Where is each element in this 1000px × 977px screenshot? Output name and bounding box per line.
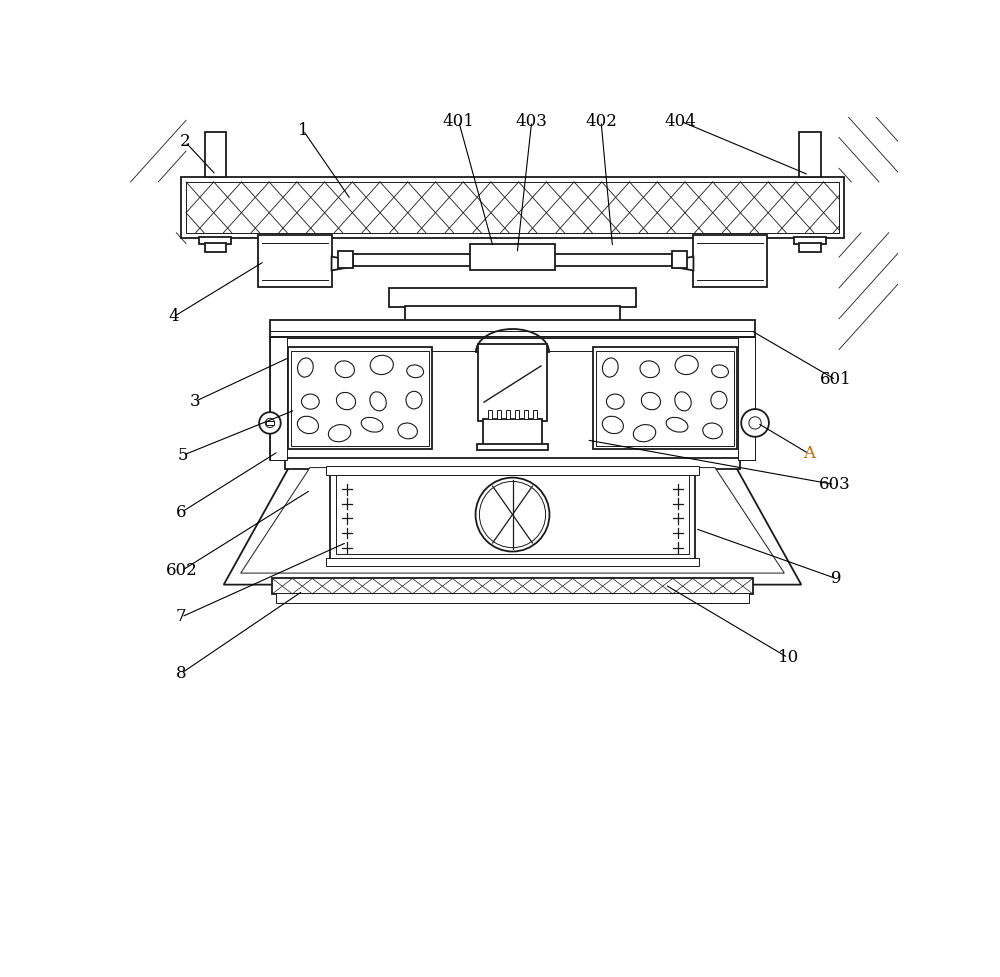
Text: 404: 404 [664,112,696,130]
Bar [488,409,492,419]
Text: 602: 602 [166,563,197,579]
Bar [497,409,501,419]
Text: 4: 4 [168,308,179,325]
Bar [483,419,542,446]
Text: 603: 603 [818,476,850,493]
Circle shape [265,418,275,428]
Circle shape [741,409,769,437]
Ellipse shape [641,393,661,409]
Bar [336,475,689,554]
Text: 3: 3 [190,393,201,410]
Ellipse shape [361,417,383,432]
Text: 6: 6 [176,504,187,521]
Bar [205,242,226,252]
Bar [186,182,839,233]
Bar [478,344,547,421]
Bar [477,444,548,449]
Text: 401: 401 [443,112,475,130]
Ellipse shape [606,394,624,409]
Ellipse shape [328,425,351,442]
Ellipse shape [298,358,313,377]
Bar [353,253,672,266]
Text: 9: 9 [831,570,841,587]
Ellipse shape [711,392,727,409]
Bar [186,182,839,233]
Bar [506,409,510,419]
Bar [285,458,740,469]
Bar [270,337,287,460]
Bar [515,409,519,419]
Circle shape [749,417,761,429]
Bar [326,466,699,475]
Bar [693,235,767,287]
Text: 8: 8 [176,664,187,682]
Ellipse shape [640,361,659,378]
Text: 5: 5 [178,446,188,464]
Ellipse shape [301,394,319,409]
Bar [266,421,274,425]
Ellipse shape [712,364,728,378]
Bar [258,235,332,287]
Bar [405,306,620,322]
Bar [524,409,528,419]
Bar [389,288,636,308]
Ellipse shape [336,393,356,409]
Bar [672,251,687,268]
Text: A: A [803,446,815,462]
Polygon shape [224,460,801,584]
Bar [593,348,737,449]
Ellipse shape [666,417,688,432]
Bar [199,236,231,244]
Bar [272,578,753,594]
Bar [799,132,820,177]
Ellipse shape [335,361,354,378]
Bar [596,351,734,446]
Ellipse shape [370,392,386,411]
Bar [794,236,826,244]
Bar [470,243,555,270]
Ellipse shape [370,356,393,374]
Text: 1: 1 [298,122,308,139]
Ellipse shape [407,364,424,378]
Ellipse shape [675,356,698,374]
Ellipse shape [406,392,422,409]
Ellipse shape [602,358,618,377]
Text: 10: 10 [778,650,799,666]
Polygon shape [332,257,353,271]
Bar [276,593,749,603]
Bar [799,242,820,252]
Bar [181,177,844,238]
Text: 403: 403 [516,112,548,130]
Bar [270,319,755,337]
Text: 402: 402 [585,112,617,130]
Bar [291,351,429,446]
Bar [288,348,432,449]
Text: 2: 2 [180,134,191,150]
Ellipse shape [297,416,318,434]
Ellipse shape [398,423,417,439]
Text: 7: 7 [176,609,187,625]
Polygon shape [241,468,784,573]
Bar [271,338,754,351]
Bar [330,469,695,560]
Circle shape [479,482,546,548]
Circle shape [476,478,549,552]
Ellipse shape [703,423,722,439]
Polygon shape [672,257,693,271]
Bar [326,559,699,566]
Ellipse shape [633,425,656,442]
Bar [738,337,755,460]
Bar [205,132,226,177]
Ellipse shape [675,392,691,411]
Circle shape [259,412,281,434]
Bar [338,251,353,268]
Text: 601: 601 [820,371,852,388]
Ellipse shape [602,416,623,434]
Bar [270,337,755,460]
Bar [533,409,537,419]
